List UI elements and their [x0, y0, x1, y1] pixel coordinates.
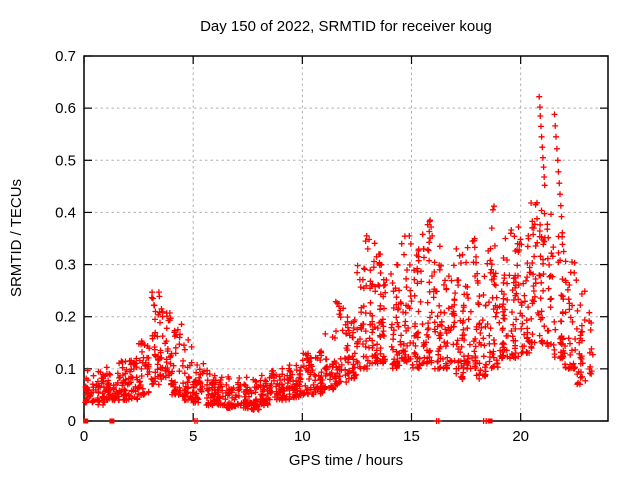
- y-tick-label: 0.4: [55, 204, 76, 221]
- zero-line-square-marker: [83, 418, 89, 424]
- chart-title: Day 150 of 2022, SRMTID for receiver kou…: [200, 18, 492, 35]
- x-tick-labels: 0 5 10 15 20: [80, 428, 529, 445]
- y-tick-label: 0.7: [55, 48, 76, 65]
- x-tick-label: 15: [403, 428, 420, 445]
- x-tick-label: 10: [294, 428, 311, 445]
- y-tick-labels: 0 0.1 0.2 0.3 0.4 0.5 0.6 0.7: [55, 48, 76, 430]
- y-tick-label: 0: [68, 413, 76, 430]
- x-tick-label: 0: [80, 428, 88, 445]
- data-series: [82, 93, 596, 424]
- zero-line-square-marker: [487, 418, 493, 424]
- y-tick-label: 0.3: [55, 257, 76, 274]
- zero-line-square-marker: [109, 418, 115, 424]
- plot-border: [83, 55, 609, 422]
- data-points: [82, 93, 596, 424]
- grid-lines: [84, 56, 608, 421]
- y-axis-label: SRMTID / TECUs: [8, 179, 25, 297]
- x-tick-label: 5: [189, 428, 197, 445]
- y-tick-label: 0.5: [55, 152, 76, 169]
- y-tick-label: 0.1: [55, 361, 76, 378]
- x-tick-label: 20: [512, 428, 529, 445]
- y-tick-label: 0.6: [55, 100, 76, 117]
- y-tick-label: 0.2: [55, 309, 76, 326]
- x-axis-label: GPS time / hours: [289, 452, 403, 469]
